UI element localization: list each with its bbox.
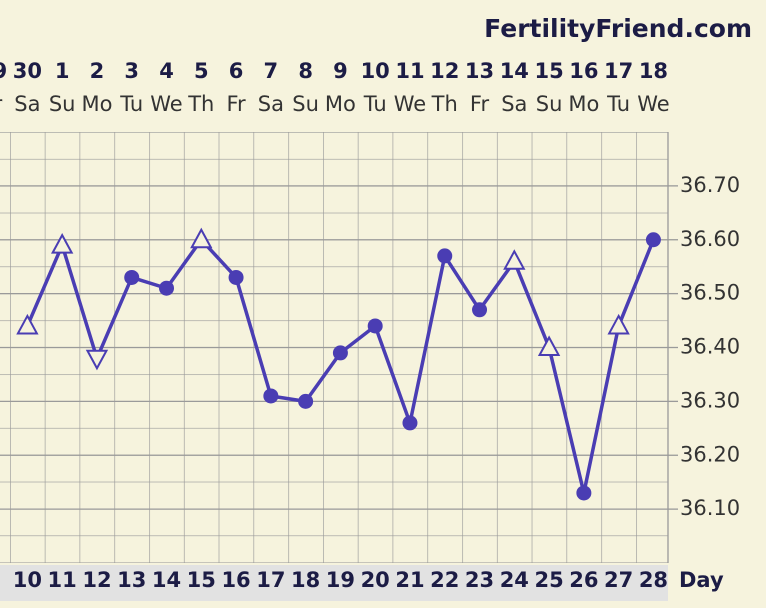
x-tick-label: 26 — [569, 568, 598, 592]
x-tick-label: 24 — [500, 568, 529, 592]
point — [607, 313, 630, 335]
point — [645, 232, 661, 248]
point — [576, 485, 592, 501]
weekday-label: Tu — [119, 92, 143, 116]
y-tick-label: 36.70 — [680, 173, 740, 197]
point — [263, 388, 279, 404]
date-label: 16 — [569, 59, 598, 83]
date-label: 13 — [465, 59, 494, 83]
weekday-label: Sa — [14, 92, 40, 116]
x-tick-label: 23 — [465, 568, 494, 592]
point — [503, 249, 526, 270]
y-tick-label: 36.20 — [680, 442, 740, 466]
weekday-label: Fr — [0, 92, 3, 116]
x-tick-label: 25 — [534, 568, 563, 592]
x-tick-label: 15 — [187, 568, 216, 592]
date-label: 7 — [264, 59, 279, 83]
weekday-label: Su — [49, 92, 76, 116]
weekday-label: We — [150, 92, 182, 116]
x-tick-label: 11 — [48, 568, 77, 592]
weekday-label: Mo — [81, 92, 112, 116]
date-label: 11 — [395, 59, 424, 83]
y-tick-label: 36.60 — [680, 227, 740, 251]
date-label: 6 — [229, 59, 244, 83]
date-label: 3 — [124, 59, 139, 83]
date-label: 18 — [639, 59, 668, 83]
x-tick-label: 16 — [221, 568, 250, 592]
date-label: 1 — [55, 59, 70, 83]
point — [472, 302, 488, 318]
x-tick-label: 14 — [152, 568, 181, 592]
point — [50, 233, 74, 254]
y-tick-label: 36.40 — [680, 335, 740, 359]
weekday-label: Tu — [363, 92, 387, 116]
weekday-label: Fr — [470, 92, 490, 116]
weekday-label: We — [637, 92, 669, 116]
date-label: 4 — [159, 59, 174, 83]
y-tick-label: 36.10 — [680, 496, 740, 520]
x-tick-label: 18 — [291, 568, 320, 592]
x-tick-label: 21 — [395, 568, 424, 592]
point — [228, 269, 244, 285]
x-tick-label: 17 — [256, 568, 285, 592]
x-tick-label: 28 — [639, 568, 668, 592]
x-tick-label: 22 — [430, 568, 459, 592]
point — [437, 248, 453, 264]
chart-title: FertilityFriend.com — [484, 14, 752, 43]
date-label: 15 — [534, 59, 563, 83]
date-label: 12 — [430, 59, 459, 83]
weekday-label: Sa — [501, 92, 527, 116]
date-label: 14 — [500, 59, 529, 83]
point — [367, 318, 383, 334]
date-label: 17 — [604, 59, 633, 83]
point — [402, 415, 418, 431]
point — [85, 349, 109, 371]
point — [537, 335, 561, 356]
date-label: 8 — [298, 59, 313, 83]
x-tick-label: 19 — [326, 568, 355, 592]
point — [190, 227, 213, 249]
date-label: 9 — [333, 59, 348, 83]
x-axis-label: Day — [679, 568, 724, 592]
date-label: 5 — [194, 59, 209, 83]
x-tick-label: 10 — [13, 568, 42, 592]
weekday-label: Th — [187, 92, 214, 116]
weekday-label: Su — [536, 92, 563, 116]
point — [16, 313, 39, 335]
weekday-label: We — [394, 92, 426, 116]
weekday-label: Su — [292, 92, 319, 116]
weekday-label: Sa — [258, 92, 284, 116]
date-label: 10 — [361, 59, 390, 83]
day-row — [0, 565, 668, 601]
y-tick-label: 36.50 — [680, 281, 740, 305]
x-tick-label: 12 — [82, 568, 111, 592]
x-tick-label: 13 — [117, 568, 146, 592]
weekday-label: Mo — [325, 92, 356, 116]
date-label: 29 — [0, 59, 7, 83]
date-label: 30 — [13, 59, 42, 83]
weekday-label: Tu — [606, 92, 630, 116]
weekday-label: Th — [431, 92, 458, 116]
point — [298, 393, 314, 409]
y-tick-label: 36.30 — [680, 388, 740, 412]
point — [159, 280, 175, 296]
point — [124, 269, 140, 285]
date-label: 2 — [90, 59, 105, 83]
point — [332, 345, 348, 361]
weekday-label: Mo — [568, 92, 599, 116]
x-tick-label: 20 — [361, 568, 390, 592]
weekday-label: Fr — [226, 92, 246, 116]
x-tick-label: 27 — [604, 568, 633, 592]
